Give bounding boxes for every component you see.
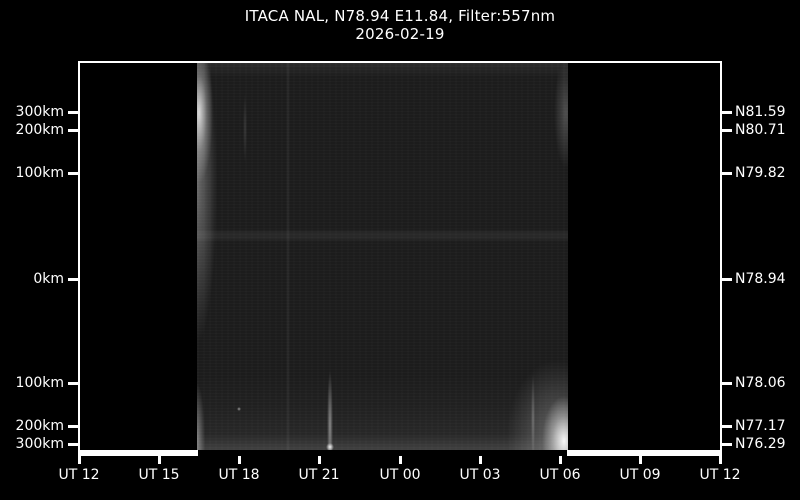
x-tick [158, 456, 161, 464]
x-tick [78, 456, 81, 464]
y-axis-label-right: N78.06 [735, 375, 786, 391]
y-tick-right [721, 382, 732, 385]
bottom-axis-bar-left [79, 450, 198, 456]
y-tick-left [68, 278, 79, 281]
y-tick-left [68, 443, 79, 446]
y-axis-label-left: 200km [15, 418, 64, 434]
x-tick [719, 456, 722, 464]
y-axis-label-right: N81.59 [735, 104, 786, 120]
x-tick [399, 456, 402, 464]
y-tick-left [68, 382, 79, 385]
axis-frame-top [78, 61, 722, 63]
y-axis-label-left: 300km [15, 436, 64, 452]
x-axis-label: UT 21 [298, 467, 340, 483]
axis-frame-left [78, 61, 80, 456]
y-axis-label-left: 300km [15, 104, 64, 120]
keogram-image [197, 63, 568, 450]
x-axis-label: UT 03 [459, 467, 501, 483]
x-axis-label: UT 12 [58, 467, 100, 483]
plot-date: 2026-02-19 [355, 25, 445, 43]
y-axis-label-left: 200km [15, 122, 64, 138]
x-axis-label: UT 00 [379, 467, 421, 483]
y-axis-label-right: N76.29 [735, 436, 786, 452]
plot-title: ITACA NAL, N78.94 E11.84, Filter:557nm [244, 7, 556, 25]
y-tick-right [721, 129, 732, 132]
y-axis-label-left: 100km [15, 165, 64, 181]
y-tick-left [68, 172, 79, 175]
y-tick-left [68, 425, 79, 428]
y-axis-label-right: N79.82 [735, 165, 786, 181]
x-axis-label: UT 12 [699, 467, 741, 483]
bottom-axis-bar-right [567, 450, 720, 456]
x-tick [639, 456, 642, 464]
y-tick-right [721, 443, 732, 446]
y-axis-label-right: N78.94 [735, 271, 786, 287]
x-tick [479, 456, 482, 464]
y-axis-label-left: 100km [15, 375, 64, 391]
x-axis-label: UT 15 [138, 467, 180, 483]
x-axis-label: UT 18 [218, 467, 260, 483]
y-tick-right [721, 111, 732, 114]
y-tick-right [721, 172, 732, 175]
x-tick [559, 456, 562, 464]
x-axis-label: UT 09 [619, 467, 661, 483]
y-axis-label-right: N77.17 [735, 418, 786, 434]
y-tick-right [721, 278, 732, 281]
x-tick [238, 456, 241, 464]
y-axis-label-right: N80.71 [735, 122, 786, 138]
y-tick-left [68, 129, 79, 132]
y-tick-left [68, 111, 79, 114]
y-tick-right [721, 425, 732, 428]
y-axis-label-left: 0km [33, 271, 64, 287]
axis-frame-right [720, 61, 722, 456]
x-axis-label: UT 06 [539, 467, 581, 483]
x-tick [318, 456, 321, 464]
